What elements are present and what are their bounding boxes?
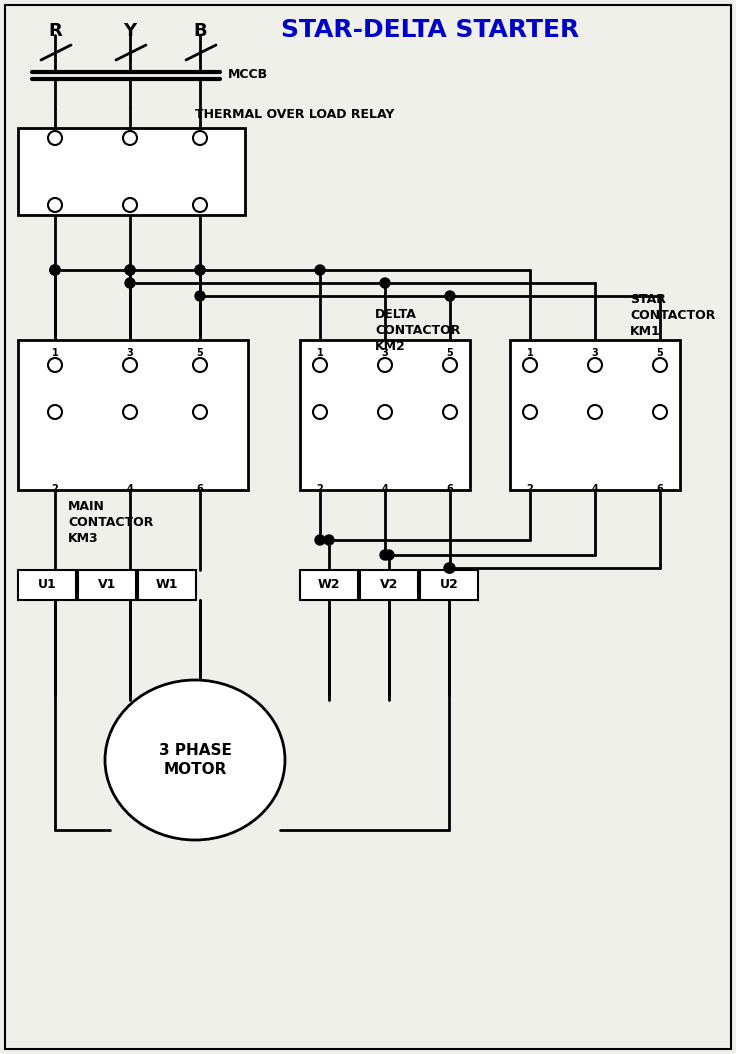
Circle shape: [443, 405, 457, 419]
Circle shape: [378, 405, 392, 419]
Text: R: R: [48, 22, 62, 40]
Text: V1: V1: [98, 579, 116, 591]
Text: DELTA
CONTACTOR
KM2: DELTA CONTACTOR KM2: [375, 308, 461, 353]
Text: 4: 4: [127, 484, 133, 494]
Bar: [420, 570, 478, 600]
Bar: [510, 340, 680, 490]
Text: 2: 2: [527, 484, 534, 494]
Bar: [18, 570, 76, 600]
Text: 1: 1: [527, 348, 534, 358]
Text: Y: Y: [124, 22, 137, 40]
Circle shape: [123, 198, 137, 212]
Circle shape: [523, 405, 537, 419]
Text: W1: W1: [156, 579, 178, 591]
Circle shape: [653, 405, 667, 419]
Circle shape: [50, 265, 60, 275]
Circle shape: [653, 358, 667, 372]
Circle shape: [380, 550, 390, 560]
Text: THERMAL OVER LOAD RELAY: THERMAL OVER LOAD RELAY: [195, 108, 394, 121]
Circle shape: [193, 358, 207, 372]
Text: 6: 6: [197, 484, 203, 494]
Text: 1: 1: [52, 348, 58, 358]
Bar: [18, 340, 248, 490]
Bar: [300, 340, 470, 490]
Text: U1: U1: [38, 579, 57, 591]
Text: W2: W2: [318, 579, 340, 591]
Text: 4: 4: [592, 484, 598, 494]
Circle shape: [315, 535, 325, 545]
Text: U2: U2: [439, 579, 459, 591]
Circle shape: [523, 358, 537, 372]
Circle shape: [445, 291, 455, 301]
Circle shape: [195, 265, 205, 275]
Bar: [138, 570, 196, 600]
Circle shape: [313, 405, 327, 419]
Circle shape: [443, 358, 457, 372]
Circle shape: [125, 278, 135, 288]
Circle shape: [125, 265, 135, 275]
Circle shape: [123, 358, 137, 372]
Circle shape: [48, 131, 62, 145]
Circle shape: [50, 265, 60, 275]
Circle shape: [315, 265, 325, 275]
Circle shape: [50, 265, 60, 275]
Circle shape: [195, 291, 205, 301]
Text: 3 PHASE
MOTOR: 3 PHASE MOTOR: [158, 743, 231, 778]
Text: 3: 3: [127, 348, 133, 358]
Text: 6: 6: [447, 484, 453, 494]
Circle shape: [48, 198, 62, 212]
Circle shape: [378, 358, 392, 372]
Circle shape: [380, 278, 390, 288]
Circle shape: [48, 358, 62, 372]
Circle shape: [324, 535, 334, 545]
Ellipse shape: [105, 680, 285, 840]
Text: 5: 5: [447, 348, 453, 358]
Circle shape: [588, 405, 602, 419]
Circle shape: [195, 265, 205, 275]
Bar: [18, 128, 245, 215]
Circle shape: [444, 563, 454, 573]
Circle shape: [384, 550, 394, 560]
Text: 2: 2: [316, 484, 323, 494]
Text: STAR-DELTA STARTER: STAR-DELTA STARTER: [281, 18, 579, 42]
Circle shape: [125, 265, 135, 275]
Text: 3: 3: [592, 348, 598, 358]
Circle shape: [313, 358, 327, 372]
Bar: [300, 570, 358, 600]
Circle shape: [123, 131, 137, 145]
Text: 5: 5: [657, 348, 663, 358]
Circle shape: [193, 405, 207, 419]
Circle shape: [48, 405, 62, 419]
Bar: [360, 570, 418, 600]
Bar: [78, 570, 136, 600]
Text: STAR
CONTACTOR
KM1: STAR CONTACTOR KM1: [630, 293, 715, 338]
Text: 6: 6: [657, 484, 663, 494]
Text: 4: 4: [382, 484, 389, 494]
Circle shape: [193, 198, 207, 212]
Text: 3: 3: [382, 348, 389, 358]
Text: MCCB: MCCB: [228, 69, 268, 81]
Text: V2: V2: [380, 579, 398, 591]
Circle shape: [445, 563, 455, 573]
Text: MAIN
CONTACTOR
KM3: MAIN CONTACTOR KM3: [68, 500, 153, 545]
Text: 2: 2: [52, 484, 58, 494]
Text: 5: 5: [197, 348, 203, 358]
Circle shape: [193, 131, 207, 145]
Circle shape: [588, 358, 602, 372]
Circle shape: [123, 405, 137, 419]
Text: B: B: [193, 22, 207, 40]
Text: 1: 1: [316, 348, 323, 358]
